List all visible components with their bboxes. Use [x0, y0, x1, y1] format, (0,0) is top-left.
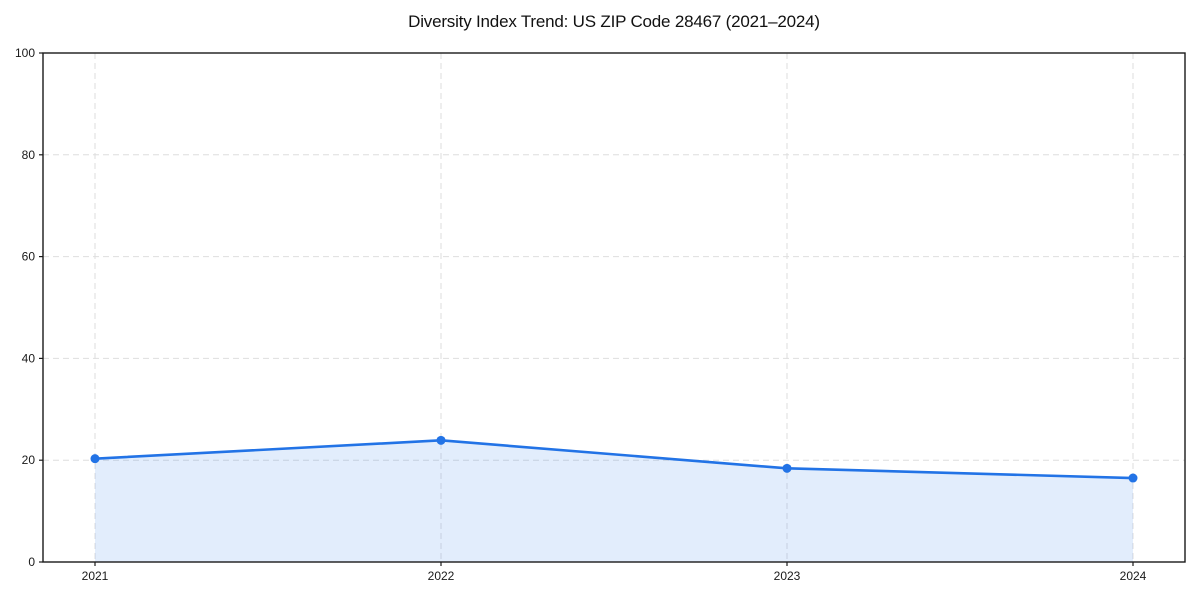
trend-line	[93, 439, 1135, 480]
data-point-2022	[436, 435, 446, 445]
x-tick-label: 2022	[428, 569, 455, 583]
data-point-2023	[782, 463, 792, 473]
y-tick-label: 20	[22, 453, 36, 467]
y-tick-label: 100	[15, 46, 35, 60]
chart-title: Diversity Index Trend: US ZIP Code 28467…	[408, 12, 820, 31]
data-point-2021	[90, 454, 100, 464]
plot-border	[42, 52, 1186, 563]
y-tick-label: 40	[22, 351, 36, 365]
data-point-2024	[1128, 473, 1138, 483]
x-tick-label: 2021	[82, 569, 109, 583]
y-tick-label: 80	[22, 148, 36, 162]
x-tick-label: 2024	[1120, 569, 1147, 583]
x-tick-label: 2023	[774, 569, 801, 583]
y-tick-label: 60	[22, 250, 36, 264]
y-tick-label: 0	[28, 555, 35, 569]
area-fill	[95, 440, 1133, 562]
